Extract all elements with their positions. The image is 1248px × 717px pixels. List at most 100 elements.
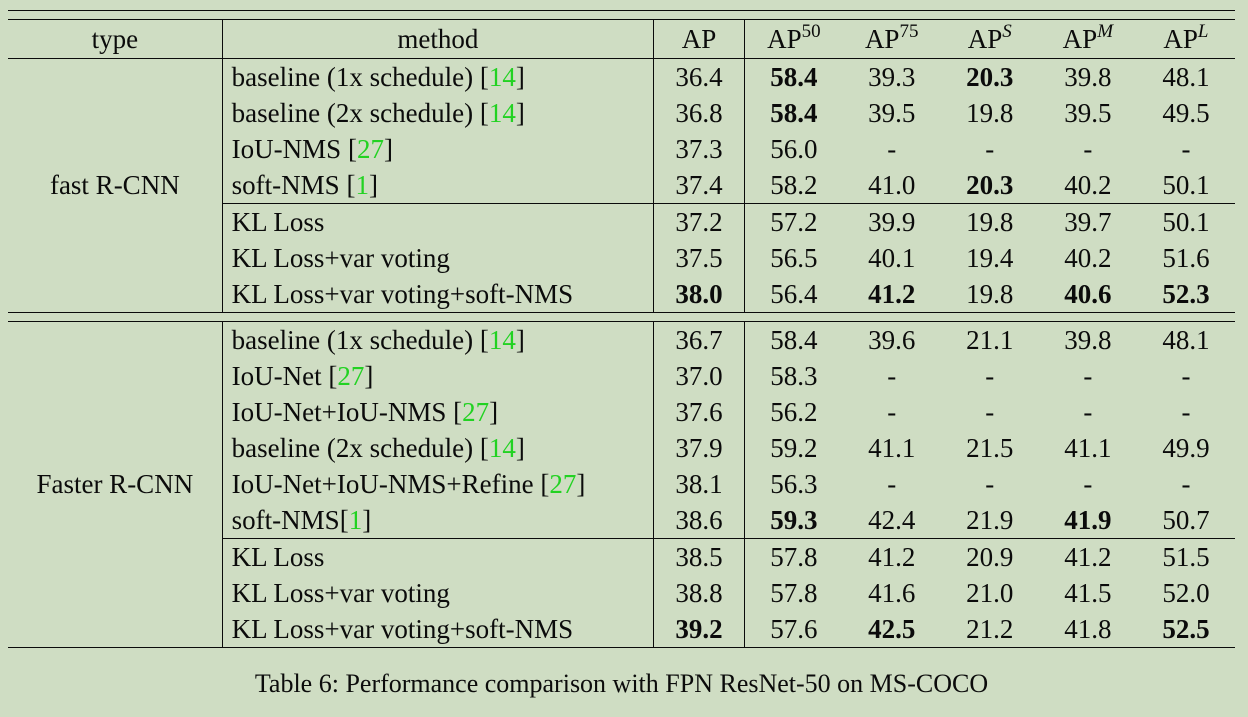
citation-bracket: [ [339, 504, 349, 535]
value-cell-apl: 50.7 [1162, 504, 1210, 535]
header-row: type method AP AP50 AP75 APS APM APL [8, 19, 1235, 59]
value-cell-apm: 40.2 [1064, 169, 1112, 200]
column-header-ap50: AP50 [744, 19, 843, 59]
value-cell-aps: 21.5 [966, 432, 1014, 463]
method-label: IoU-Net+IoU-NMS [231, 396, 454, 427]
value-cell-ap: 38.8 [653, 575, 746, 611]
value-cell-apm: 40.6 [1064, 278, 1112, 309]
value-cell-ap: 38.5 [653, 538, 746, 575]
method-cell: IoU-Net+IoU-NMS+Refine [27] [222, 466, 655, 502]
value-cell-aps: 20.3 [966, 169, 1014, 200]
citation-link[interactable]: 14 [488, 61, 516, 92]
citation-bracket: [ [328, 360, 338, 391]
citation-link[interactable]: 27 [549, 468, 577, 499]
value-cell-aps: - [985, 468, 995, 499]
method-cell: KL Loss [222, 538, 655, 575]
citation-bracket: ] [489, 396, 499, 427]
value-cell-ap50: 56.0 [770, 133, 818, 164]
value-cell-apl: 51.6 [1162, 242, 1210, 273]
method-label: KL Loss+var voting [231, 242, 450, 273]
value-cell-ap: 37.0 [653, 358, 746, 394]
value-cell-apl: 50.1 [1162, 169, 1210, 200]
value-cell-ap: 37.3 [653, 131, 746, 167]
top-double-rule [8, 10, 1235, 20]
method-label: soft-NMS [231, 504, 340, 535]
table-row: baseline (2x schedule) [14] 36.8 58.4 39.5 1… [8, 95, 1235, 131]
citation-bracket: [ [479, 97, 489, 128]
method-label: KL Loss+var voting+soft-NMS [231, 278, 574, 309]
value-cell-ap50: 58.4 [770, 61, 818, 92]
column-header-aps: APS [940, 19, 1039, 59]
column-header-ap: AP [653, 19, 746, 59]
value-cell-aps: 21.1 [966, 324, 1014, 355]
value-cell-ap50: 58.4 [770, 97, 818, 128]
value-cell-ap75: 41.2 [868, 278, 916, 309]
value-cell-apl: 49.9 [1162, 432, 1210, 463]
value-cell-apl: 49.5 [1162, 97, 1210, 128]
value-cell-ap50: 59.3 [770, 504, 818, 535]
value-cell-apm: 39.5 [1064, 97, 1112, 128]
value-cell-ap75: 39.3 [868, 61, 916, 92]
column-header-method: method [222, 19, 655, 59]
value-cell-ap50: 56.5 [770, 242, 818, 273]
value-cell-aps: 20.3 [966, 61, 1014, 92]
method-cell: KL Loss+var voting+soft-NMS [222, 611, 655, 648]
table-row: soft-NMS[1] 38.6 59.3 42.4 21.9 41.9 50.7 [8, 502, 1235, 539]
table-row: IoU-NMS [27] 37.3 56.0- - - - [8, 131, 1235, 167]
method-label: baseline (2x schedule) [231, 432, 480, 463]
citation-link[interactable]: 27 [462, 396, 490, 427]
citation-link[interactable]: 27 [337, 360, 365, 391]
citation-bracket: [ [453, 396, 463, 427]
citation-link[interactable]: 14 [488, 324, 516, 355]
value-cell-apl: - [1181, 396, 1191, 427]
value-cell-ap: 38.1 [653, 466, 746, 502]
citation-link[interactable]: 1 [355, 169, 369, 200]
citation-bracket: ] [515, 432, 525, 463]
value-cell-ap: 36.7 [653, 321, 746, 358]
value-cell-ap: 37.5 [653, 240, 746, 276]
citation-bracket: ] [362, 504, 372, 535]
value-cell-apl: - [1181, 360, 1191, 391]
method-label: baseline (1x schedule) [231, 324, 480, 355]
value-cell-aps: 21.9 [966, 504, 1014, 535]
method-label: IoU-NMS [231, 133, 348, 164]
citation-bracket: ] [368, 169, 378, 200]
value-cell-ap50: 57.2 [744, 203, 843, 240]
citation-bracket: [ [479, 324, 489, 355]
value-cell-ap: 37.6 [653, 394, 746, 430]
value-cell-ap75: 41.2 [842, 538, 941, 575]
citation-bracket: [ [479, 432, 489, 463]
method-label: IoU-Net [231, 360, 329, 391]
method-label: KL Loss+var voting+soft-NMS [231, 613, 574, 644]
citation-link[interactable]: 14 [488, 97, 516, 128]
value-cell-apm: - [1083, 360, 1093, 391]
value-cell-ap50: 57.6 [770, 613, 818, 644]
table-row: fast R-CNN baseline (1x schedule) [14] 36.… [8, 58, 1235, 313]
citation-link[interactable]: 14 [488, 432, 516, 463]
value-cell-apm: 40.2 [1064, 242, 1112, 273]
value-cell-apl: 52.3 [1162, 278, 1210, 309]
citation-link[interactable]: 1 [348, 504, 363, 535]
value-cell-ap50: 58.2 [770, 169, 818, 200]
table-row: soft-NMS [1] 37.4 58.2 41.0 20.3 40.2 50.1 [8, 167, 1235, 204]
results-table-figure: type method AP AP50 AP75 APS APM APL fas… [8, 0, 1235, 699]
value-cell-apm: 41.1 [1064, 432, 1112, 463]
table-row: baseline (2x schedule) [14] 37.9 59.2 41.1 2… [8, 430, 1235, 466]
type-cell: fast R-CNN [8, 58, 223, 313]
table-row: IoU-Net+IoU-NMS+Refine [27] 38.1 56.3- - - - [8, 466, 1235, 502]
citation-bracket: [ [346, 169, 356, 200]
value-cell-ap75: 41.1 [868, 432, 916, 463]
table-caption: Table 6: Performance comparison with FPN… [254, 669, 989, 698]
method-cell: IoU-NMS [27] [222, 131, 655, 167]
table-row: KL Loss+var voting 38.8 57.8 41.6 21.0 41.5 52… [8, 575, 1235, 611]
value-cell-apm: 39.8 [1064, 324, 1112, 355]
value-cell-ap75: 41.0 [868, 169, 916, 200]
value-cell-aps: - [985, 396, 995, 427]
table-row: IoU-Net [27] 37.0 58.3- - - - [8, 358, 1235, 394]
value-cell-ap: 36.4 [653, 58, 746, 95]
column-header-type: type [8, 19, 223, 59]
value-cell-apl: - [1181, 468, 1191, 499]
citation-bracket: [ [540, 468, 550, 499]
citation-link[interactable]: 27 [356, 133, 384, 164]
value-cell-aps: 19.4 [966, 242, 1014, 273]
